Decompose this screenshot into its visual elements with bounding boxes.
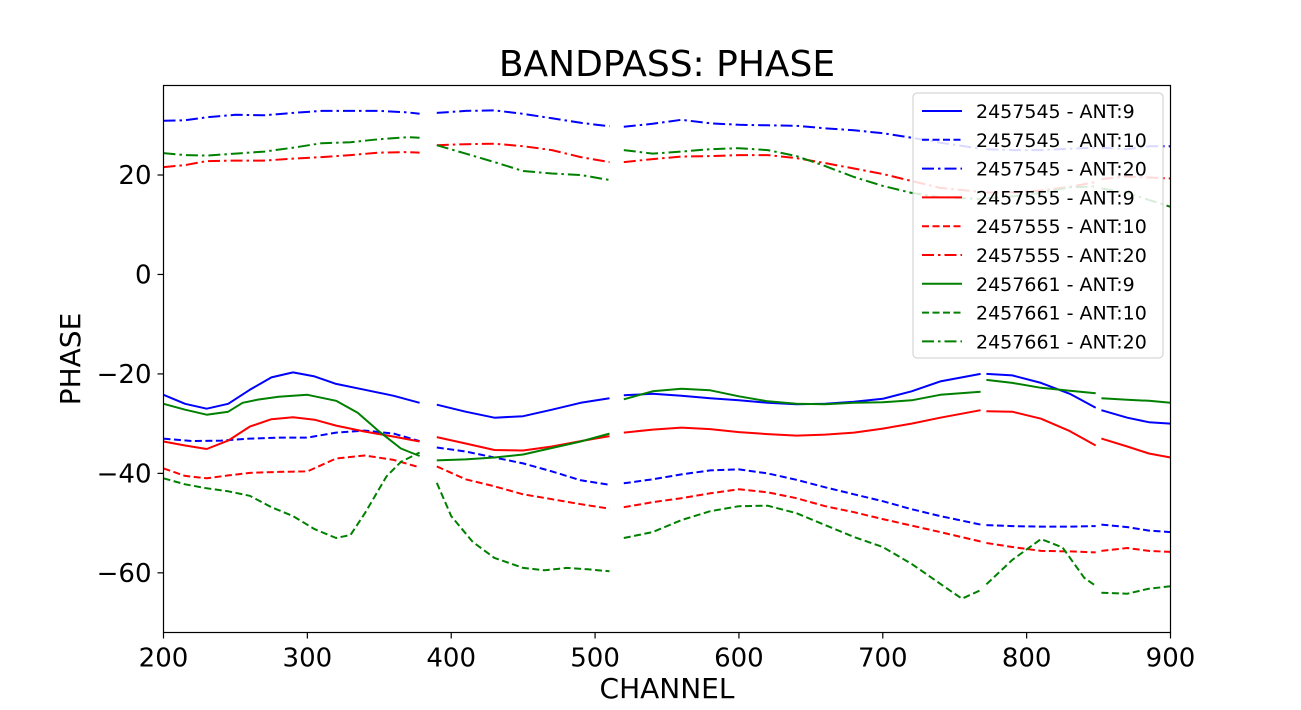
chart-title: BANDPASS: PHASE xyxy=(499,44,835,85)
x-tick-label: 500 xyxy=(570,644,620,674)
legend-box xyxy=(912,92,1164,359)
legend-label: 2457555 - ANT:20 xyxy=(976,245,1147,267)
x-tick-label: 400 xyxy=(426,644,476,674)
series-line-7 xyxy=(163,378,1171,462)
legend-items: 2457545 - ANT:9 2457545 - ANT:10 2457545 -… xyxy=(922,101,1147,353)
legend-label: 2457545 - ANT:10 xyxy=(976,130,1147,152)
series-line-3 xyxy=(163,109,1171,152)
legend-label: 2457545 - ANT:9 xyxy=(976,101,1135,123)
x-tick-label: 700 xyxy=(858,644,908,674)
series-line-6 xyxy=(163,142,1171,194)
plot-area-frame xyxy=(162,84,1172,634)
legend-label: 2457555 - ANT:10 xyxy=(976,216,1147,238)
series-line-8 xyxy=(163,451,1171,600)
y-tick-label: −20 xyxy=(97,360,152,390)
legend-label: 2457661 - ANT:9 xyxy=(976,274,1135,296)
y-tick-label: 20 xyxy=(118,161,151,191)
legend: 2457545 - ANT:9 2457545 - ANT:10 2457545 -… xyxy=(912,92,1164,359)
legend-label: 2457555 - ANT:9 xyxy=(976,187,1135,209)
series-line-4 xyxy=(163,409,1171,459)
y-tick-label: 0 xyxy=(135,260,152,290)
legend-label: 2457545 - ANT:20 xyxy=(976,159,1147,181)
y-axis-label: PHASE xyxy=(54,313,87,406)
x-tick-label: 900 xyxy=(1146,644,1196,674)
x-axis-ticks: 200 300 400 500 600 700 800 900 xyxy=(139,632,1196,674)
legend-label: 2457661 - ANT:20 xyxy=(976,331,1147,353)
series-line-9 xyxy=(163,136,1171,208)
legend-label: 2457661 - ANT:10 xyxy=(976,303,1147,325)
x-axis-label: CHANNEL xyxy=(600,672,735,705)
x-tick-label: 800 xyxy=(1002,644,1052,674)
x-tick-label: 200 xyxy=(139,644,189,674)
series-line-2 xyxy=(163,429,1171,534)
y-tick-label: −40 xyxy=(97,459,152,489)
series-line-1 xyxy=(163,371,1171,425)
x-tick-label: 300 xyxy=(283,644,333,674)
y-tick-label: −60 xyxy=(97,559,152,589)
series-lines xyxy=(163,109,1171,600)
series-line-5 xyxy=(163,454,1171,554)
x-tick-label: 600 xyxy=(714,644,764,674)
y-axis-ticks: 20 0 −20 −40 −60 xyxy=(97,161,164,589)
